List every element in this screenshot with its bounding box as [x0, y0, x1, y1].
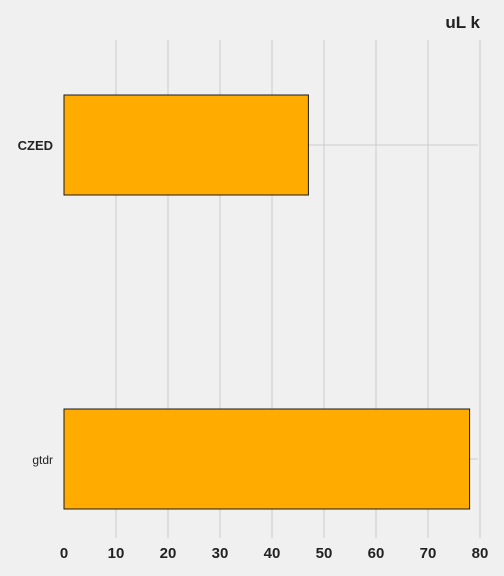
y-category-label-CZED: CZED [18, 138, 53, 153]
x-axis-ticks: 0 10 20 30 40 50 60 70 80 [60, 545, 489, 562]
x-tick-label-50: 50 [316, 545, 333, 562]
x-tick-label-0: 0 [60, 545, 68, 562]
x-tick-label-70: 70 [420, 545, 437, 562]
bars [63, 94, 471, 510]
y-axis-categories: CZED gtdr [18, 138, 53, 467]
bar-CZED [63, 94, 309, 196]
x-tick-label-60: 60 [368, 545, 385, 562]
x-tick-label-20: 20 [160, 545, 177, 562]
x-tick-label-30: 30 [212, 545, 229, 562]
x-tick-label-80: 80 [472, 545, 489, 562]
x-tick-label-40: 40 [264, 545, 281, 562]
x-tick-label-10: 10 [108, 545, 125, 562]
bar-gtdr [63, 408, 471, 510]
y-category-label-gtdr: gtdr [32, 453, 53, 467]
x-axis-label: uL k [445, 13, 480, 32]
